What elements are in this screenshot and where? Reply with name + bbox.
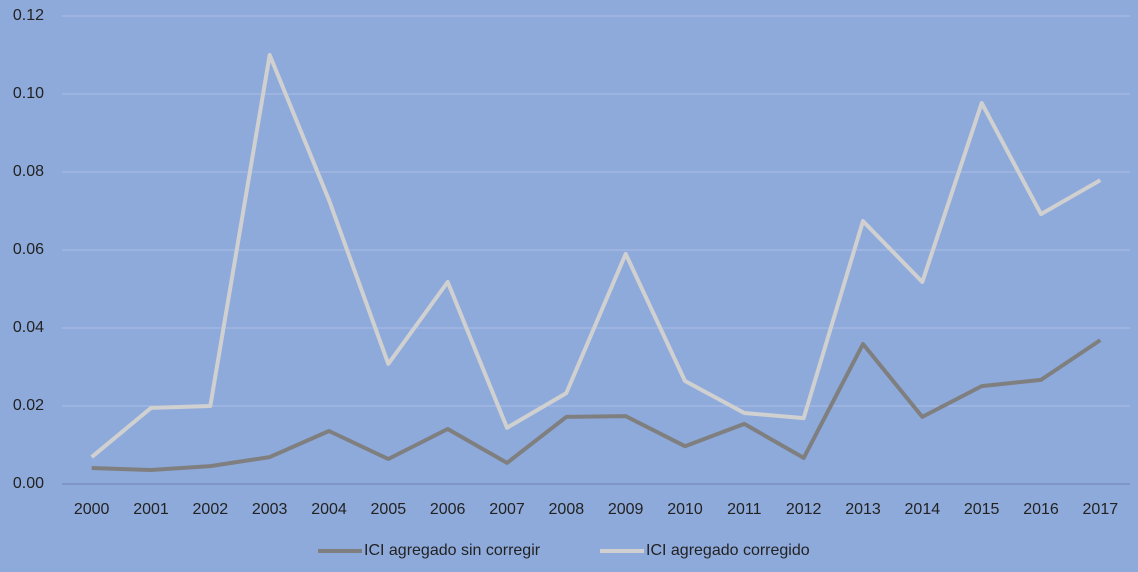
x-tick-label: 2003: [252, 501, 288, 518]
y-tick-label: 0.12: [13, 7, 44, 24]
y-tick-label: 0.00: [13, 475, 44, 492]
legend-label: ICI agregado corregido: [646, 542, 810, 559]
x-tick-label: 2000: [74, 501, 110, 518]
series-line: [90, 53, 1102, 459]
x-tick-label: 2002: [193, 501, 229, 518]
series-line: [91, 338, 1102, 472]
x-tick-label: 2011: [727, 501, 762, 518]
y-tick-label: 0.02: [13, 397, 44, 414]
x-tick-label: 2005: [371, 501, 407, 518]
x-tick-label: 2016: [1023, 501, 1059, 518]
x-tick-label: 2010: [667, 501, 703, 518]
x-tick-label: 2015: [964, 501, 1000, 518]
x-tick-label: 2009: [608, 501, 644, 518]
x-tick-label: 2001: [133, 501, 169, 518]
x-tick-label: 2007: [489, 501, 525, 518]
x-tick-label: 2017: [1083, 501, 1119, 518]
x-tick-label: 2008: [549, 501, 585, 518]
legend-label: ICI agregado sin corregir: [364, 542, 541, 559]
x-tick-label: 2013: [845, 501, 881, 518]
y-tick-label: 0.10: [13, 85, 44, 102]
x-tick-label: 2004: [311, 501, 347, 518]
y-tick-label: 0.08: [13, 163, 44, 180]
y-tick-label: 0.04: [13, 319, 44, 336]
x-tick-label: 2012: [786, 501, 822, 518]
x-tick-label: 2014: [905, 501, 941, 518]
x-tick-label: 2006: [430, 501, 466, 518]
y-tick-label: 0.06: [13, 241, 44, 258]
